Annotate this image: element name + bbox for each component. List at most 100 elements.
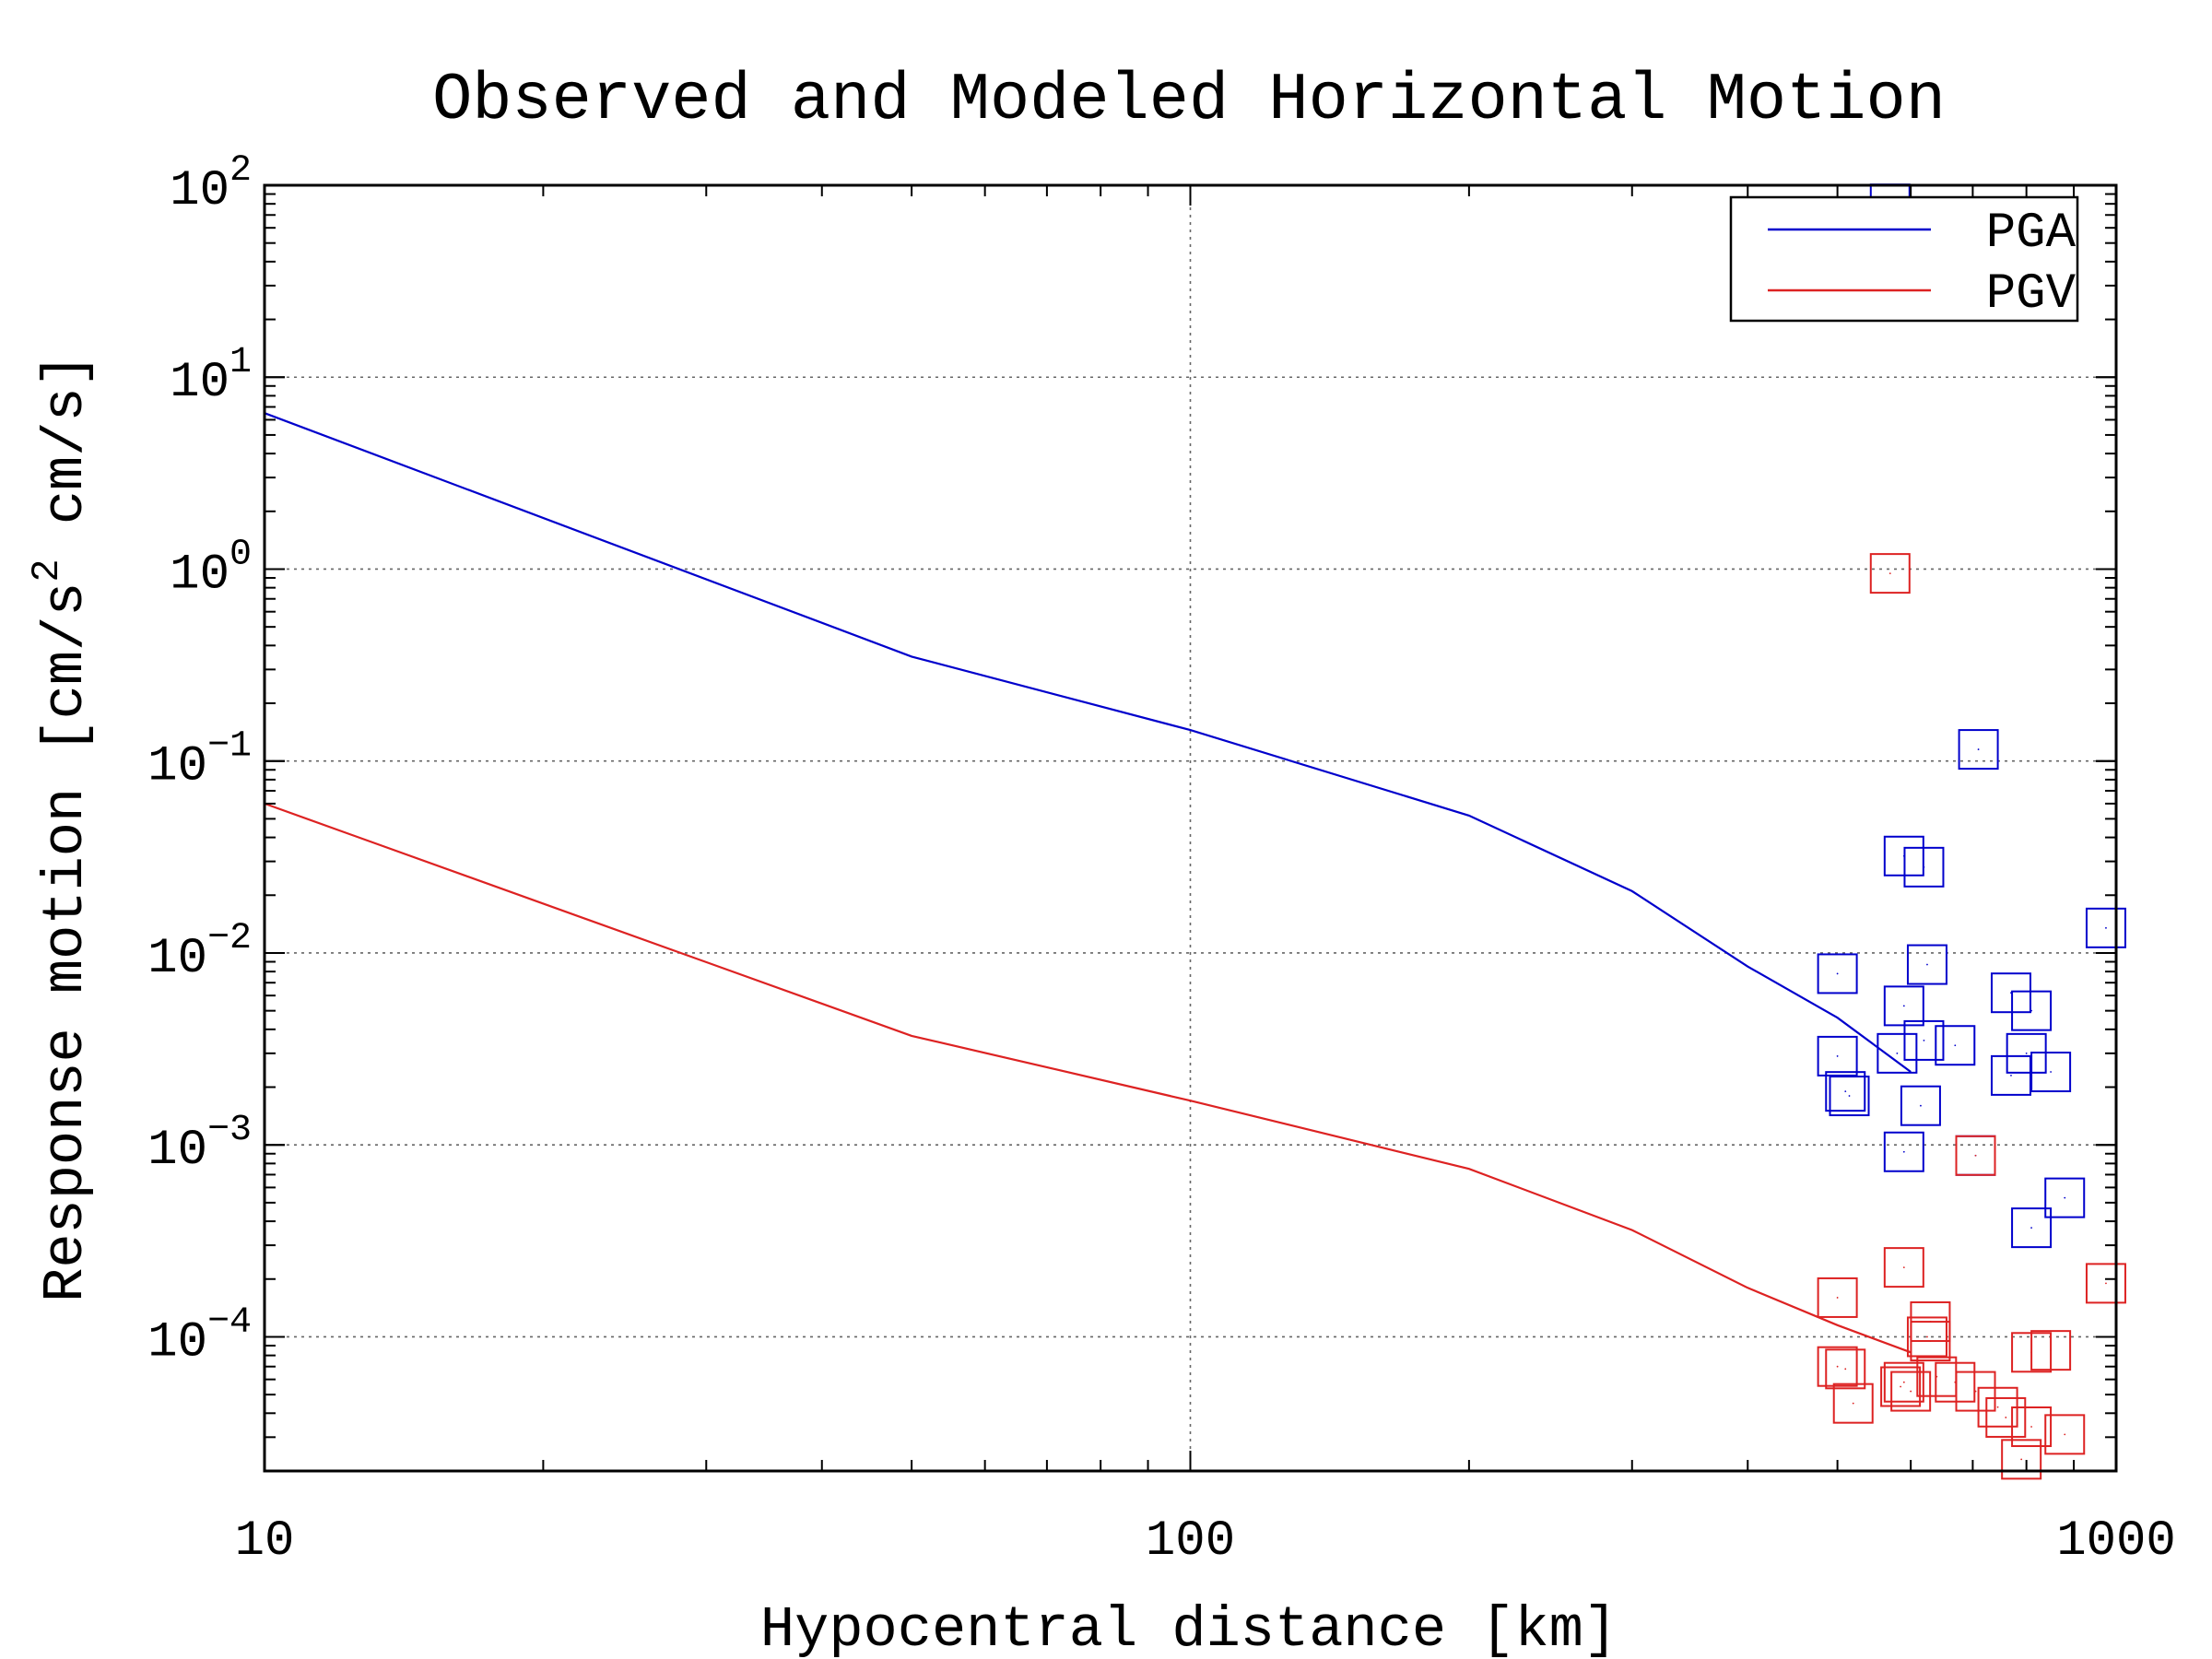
gridlines [265, 185, 2116, 1471]
observed-point-center-pgv [1844, 1368, 1847, 1371]
observed-point-pga [2011, 1207, 2053, 1249]
observed-point-pga [1906, 944, 1947, 985]
observed-points [1817, 183, 2126, 1480]
observed-point-pgv [1890, 1371, 1932, 1412]
y-tick-label: 10−2 [147, 918, 252, 987]
y-tick-labels: 102 101 100 10−1 10−2 10−3 10−4 [147, 150, 252, 1371]
observed-point-center-pgv [1902, 1381, 1905, 1383]
observed-point-center-pgv [1902, 1266, 1905, 1269]
observed-point-pga [1825, 1071, 1866, 1112]
observed-point-pga [2044, 1177, 2086, 1218]
observed-point-center-pga [1848, 1095, 1851, 1097]
observed-point-pgv [2044, 1414, 2086, 1455]
observed-point-center-pga [2064, 1196, 2066, 1199]
observed-point-center-pga [2105, 926, 2107, 929]
observed-point-pgv [1880, 1366, 1922, 1407]
observed-point-pga [1903, 846, 1945, 888]
observed-point-pgv [1883, 1247, 1924, 1288]
observed-point-center-pgv [2030, 1351, 2032, 1354]
observed-point-pgv [2085, 1263, 2126, 1304]
y-tick-label: 101 [170, 342, 252, 411]
observed-point-pgv [1832, 1382, 1874, 1424]
model-curves [264, 412, 1912, 1354]
observed-point-center-pga [2030, 1227, 2032, 1230]
observed-point-pga [1990, 972, 2031, 1014]
observed-point-pga [1883, 1131, 1924, 1172]
observed-point-center-pgv [2064, 1433, 2066, 1436]
observed-point-pgv [1955, 1135, 1996, 1176]
observed-point-pga [1817, 1035, 1858, 1077]
observed-point-pga [1958, 729, 1999, 771]
model-curve-pga [264, 412, 1912, 1073]
observed-point-pgv [1883, 1361, 1924, 1403]
observed-point-center-pgv [1836, 1365, 1839, 1368]
y-tick-label: 10−3 [147, 1110, 252, 1179]
observed-point-pgv [1825, 1348, 1866, 1390]
legend-box [1729, 195, 2079, 323]
observed-point-pgv [2011, 1332, 2053, 1373]
observed-point-center-pgv [2030, 1426, 2032, 1428]
observed-point-center-pga [1836, 972, 1839, 975]
observed-point-center-pga [2030, 1009, 2032, 1012]
x-tick-label: 10 [235, 1513, 295, 1570]
observed-point-center-pga [1977, 748, 1980, 750]
observed-point-center-pga [1926, 963, 1928, 966]
observed-point-center-pgv [1974, 1390, 1977, 1393]
y-tick-label: 100 [170, 534, 252, 603]
observed-point-center-pgv [1900, 1385, 1902, 1388]
x-tick-label: 1000 [2056, 1513, 2176, 1570]
observed-point-pgv [1955, 1371, 1996, 1412]
observed-point-center-pga [2010, 1074, 2012, 1077]
observed-point-center-pgv [2105, 1282, 2107, 1285]
y-tick-label: 10−4 [147, 1301, 252, 1371]
observed-point-pga [1903, 1019, 1945, 1061]
model-curve-pgv [264, 802, 1912, 1354]
observed-point-pgv [1985, 1396, 2027, 1438]
observed-point-center-pga [1902, 1005, 1905, 1007]
observed-point-center-pga [1923, 1040, 1925, 1041]
observed-point-center-pga [1836, 1055, 1839, 1057]
observed-point-pgv [1935, 1361, 1976, 1403]
observed-point-pgv [1817, 1277, 1858, 1318]
observed-point-center-pgv [1910, 1390, 1912, 1393]
observed-point-center-pga [1920, 1104, 1922, 1107]
observed-point-center-pga [1844, 1090, 1847, 1093]
observed-point-center-pgv [2005, 1417, 2007, 1418]
observed-point-pgv [1869, 553, 1911, 594]
observed-point-center-pga [2050, 1071, 2053, 1073]
y-axis-label-main: Response motion [cm/s [33, 582, 99, 1302]
observed-point-pga [2085, 907, 2126, 948]
observed-point-pgv [1817, 1346, 1858, 1387]
axis-ticks [264, 184, 2117, 1472]
observed-point-center-pgv [1836, 1297, 1839, 1299]
observed-point-pga [1935, 1025, 1976, 1066]
observed-point-center-pga [1954, 1044, 1957, 1047]
observed-point-pgv [2001, 1439, 2042, 1480]
legend-label-pgv: PGV [1986, 266, 2077, 323]
x-axis-label: Hypocentral distance [km] [760, 1597, 1618, 1659]
chart-title: Observed and Modeled Horizontal Motion [432, 63, 1946, 138]
observed-point-center-pga [1902, 1150, 1905, 1153]
legend: PGA PGV [1729, 195, 2079, 323]
x-tick-labels: 10 100 1000 [235, 1513, 2176, 1570]
observed-point-pgv [1910, 1321, 1951, 1362]
observed-point-center-pgv [1929, 1340, 1932, 1342]
observed-point-center-pgv [1996, 1406, 1999, 1408]
observed-point-center-pga [1923, 865, 1925, 868]
y-tick-label: 10−1 [147, 726, 252, 795]
observed-point-center-pga [1896, 1052, 1899, 1054]
observed-point-pga [1829, 1076, 1870, 1117]
y-tick-label: 102 [170, 150, 252, 219]
observed-point-pgv [1906, 1316, 1947, 1358]
y-axis-label-superscript: 2 [25, 559, 69, 582]
observed-point-pga [1990, 1054, 2031, 1096]
observed-point-center-pgv [2020, 1458, 2023, 1461]
x-tick-label: 100 [1146, 1513, 1235, 1570]
y-axis-label-group: Response motion [cm/s2 cm/s] [25, 353, 99, 1302]
observed-point-pga [1877, 1032, 1918, 1074]
observed-point-center-pgv [1974, 1154, 1977, 1157]
observed-point-pga [1817, 953, 1858, 994]
y-axis-label-end: cm/s] [33, 353, 99, 559]
observed-point-center-pga [2025, 1052, 2028, 1054]
